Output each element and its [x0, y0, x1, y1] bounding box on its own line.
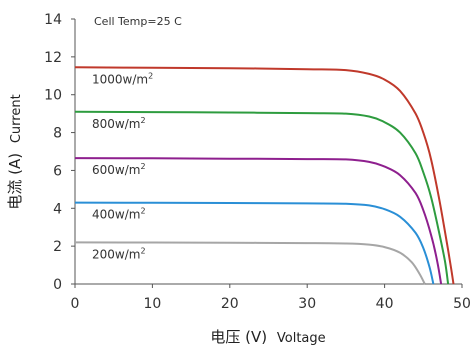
x-tick-label: 30 — [298, 296, 316, 312]
y-axis-title-cn: 电流 (A) — [6, 153, 24, 210]
axes — [74, 19, 462, 285]
series-label-4: 200w/m2 — [92, 246, 146, 261]
series-line-2 — [74, 157, 443, 285]
y-tick-label: 8 — [53, 126, 62, 142]
series-line-0 — [74, 66, 455, 285]
x-axis-title-cn: 电压 (V) — [210, 328, 267, 346]
series-label-text: 800w/m — [92, 117, 140, 131]
series-label-2: 600w/m2 — [92, 162, 146, 177]
series-label-0: 1000w/m2 — [92, 71, 153, 86]
series-label-superscript: 2 — [140, 246, 145, 255]
y-tick-label: 4 — [53, 201, 62, 217]
ticks: 0 2 4 6 8 10 12 14 0 10 20 30 40 50 — [44, 12, 471, 312]
x-tick-label: 10 — [143, 296, 161, 312]
x-tick-label: 40 — [376, 296, 394, 312]
series-line-4 — [74, 241, 426, 285]
series-label-superscript: 2 — [140, 207, 145, 216]
cell-temp-annotation: Cell Temp=25 C — [94, 15, 182, 28]
series-label-text: 1000w/m — [92, 72, 148, 86]
series-label-1: 800w/m2 — [92, 116, 146, 131]
x-axis-title-en: Voltage — [277, 331, 326, 346]
series-line-3 — [74, 201, 435, 285]
y-tick-label: 10 — [44, 88, 62, 104]
x-tick-label: 0 — [71, 296, 80, 312]
series-line-1 — [74, 110, 450, 285]
y-axis-title: 电流 (A) Current — [6, 94, 24, 209]
y-tick-label: 2 — [53, 239, 62, 255]
y-axis-title-en: Current — [9, 94, 24, 143]
y-tick-label: 6 — [53, 163, 62, 179]
y-tick-label: 14 — [44, 12, 62, 28]
series-label-superscript: 2 — [140, 162, 145, 171]
series-label-text: 400w/m — [92, 208, 140, 222]
series-label-superscript: 2 — [140, 116, 145, 125]
y-tick-label: 12 — [44, 50, 62, 66]
series-label-superscript: 2 — [148, 71, 153, 80]
x-tick-label: 20 — [221, 296, 239, 312]
series-label-text: 600w/m — [92, 163, 140, 177]
x-tick-label: 50 — [453, 296, 471, 312]
series-label-text: 200w/m — [92, 247, 140, 261]
series-layer — [74, 66, 455, 285]
y-tick-label: 0 — [53, 277, 62, 293]
x-axis-title: 电压 (V) Voltage — [210, 328, 325, 346]
series-label-3: 400w/m2 — [92, 207, 146, 222]
